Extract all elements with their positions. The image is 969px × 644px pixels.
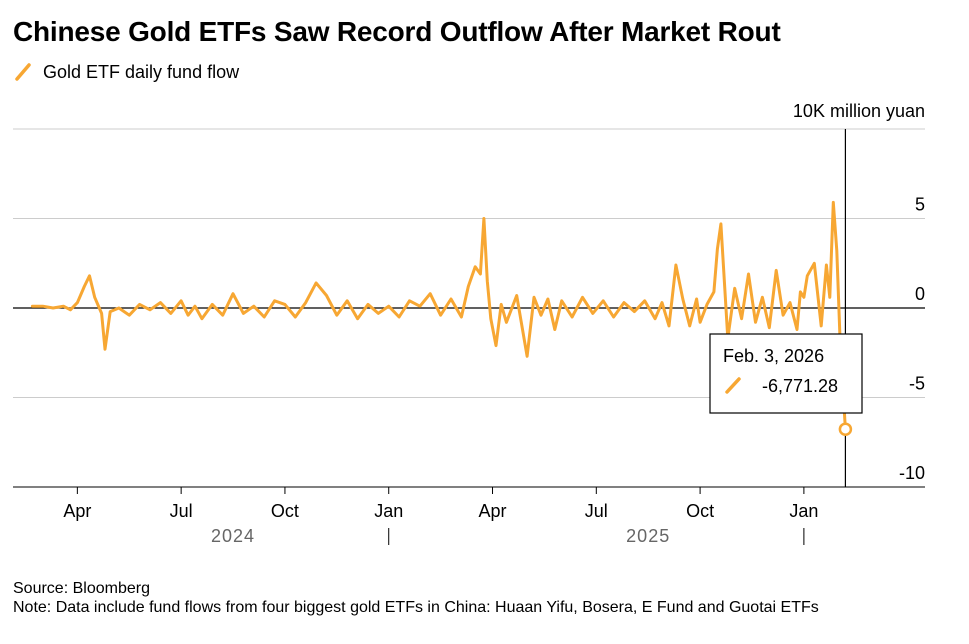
chart-title: Chinese Gold ETFs Saw Record Outflow Aft… — [13, 16, 781, 47]
x-tick-label: Jul — [585, 501, 608, 521]
x-tick-label: Oct — [271, 501, 299, 521]
note-text: Note: Data include fund flows from four … — [13, 599, 819, 616]
y-axis-label: 10K million yuan — [793, 101, 925, 121]
x-tick-label: Apr — [63, 501, 91, 521]
tooltip-date: Feb. 3, 2026 — [723, 346, 824, 366]
highlight-point — [838, 422, 853, 436]
line-chart: 5 0 -5 -10 10K million yuan Apr Jul Oct Jan Apr Ju… — [13, 101, 925, 546]
year-label: 2024 — [211, 526, 255, 546]
y-tick-label: 5 — [915, 195, 925, 215]
legend-line-icon — [15, 63, 31, 81]
tooltip-box — [709, 333, 863, 414]
chart-legend: Gold ETF daily fund flow — [13, 61, 239, 83]
y-tick-label: -10 — [899, 463, 925, 483]
year-label: 2025 — [626, 526, 670, 546]
tooltip-value: -6,771.28 — [762, 376, 838, 396]
x-tick-label: Jul — [170, 501, 193, 521]
x-tick-label: Oct — [686, 501, 714, 521]
y-tick-label: 0 — [915, 284, 925, 304]
y-tick-label: -5 — [909, 374, 925, 394]
x-tick-label: Jan — [374, 501, 403, 521]
legend-label: Gold ETF daily fund flow — [43, 61, 240, 82]
series-line — [30, 200, 847, 431]
source-text: Source: Bloomberg — [13, 580, 150, 597]
chart-footer: Source: Bloomberg Note: Data include fun… — [13, 579, 963, 617]
x-tick-label: Apr — [479, 501, 507, 521]
x-tick-label: Jan — [789, 501, 818, 521]
tooltip-line-icon — [725, 377, 741, 394]
